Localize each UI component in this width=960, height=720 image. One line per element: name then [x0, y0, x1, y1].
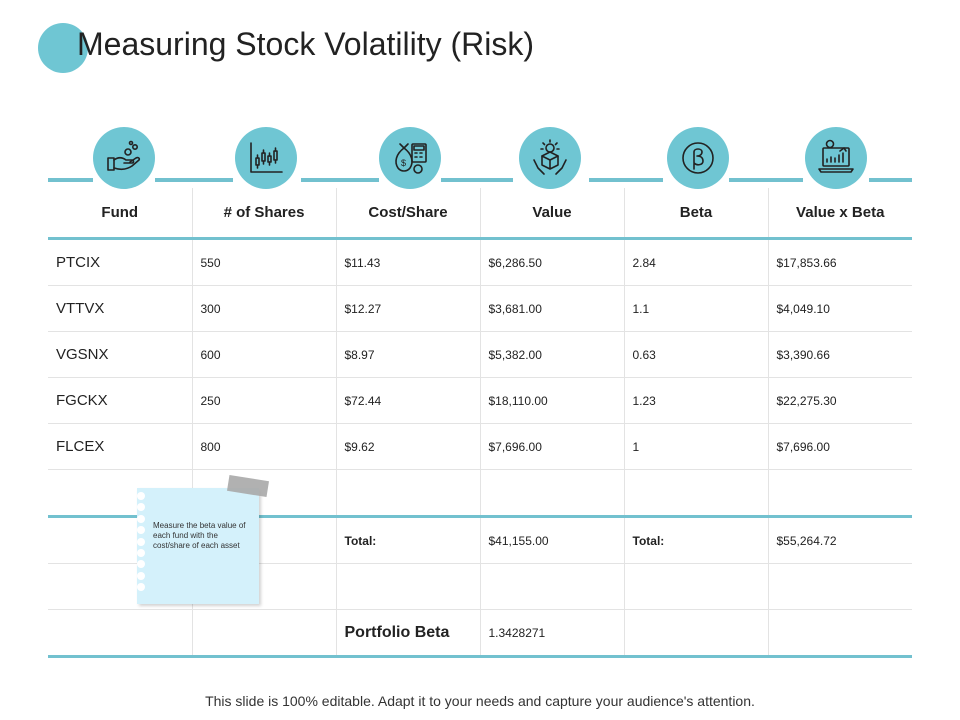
- value-beta-cell: $3,390.66: [768, 331, 912, 378]
- laptop-growth-chart-icon: [805, 127, 867, 189]
- cost-cell: $12.27: [336, 285, 481, 332]
- header-value-x-beta: Value x Beta: [768, 188, 912, 240]
- cost-cell: $72.44: [336, 377, 481, 424]
- svg-text:$: $: [401, 158, 406, 168]
- cost-cell: $8.97: [336, 331, 481, 378]
- beta-cell: 2.84: [624, 238, 769, 286]
- fund-cell: VTTVX: [48, 285, 193, 332]
- value-cell: $7,696.00: [480, 423, 625, 470]
- shares-cell: 550: [192, 238, 337, 286]
- value-beta-cell: $22,275.30: [768, 377, 912, 424]
- shares-cell: 250: [192, 377, 337, 424]
- fund-cell: FGCKX: [48, 377, 193, 424]
- header-beta: Beta: [624, 188, 769, 240]
- value-cell: $5,382.00: [480, 331, 625, 378]
- portfolio-beta-value: 1.3428271: [480, 609, 625, 658]
- beta-cell: 1.23: [624, 377, 769, 424]
- money-bag-calculator-icon: $: [379, 127, 441, 189]
- cost-cell: $9.62: [336, 423, 481, 470]
- cost-cell: $11.43: [336, 238, 481, 286]
- table-row: VTTVX 300 $12.27 $3,681.00 1.1 $4,049.10: [48, 285, 912, 332]
- connector-line: [48, 178, 93, 182]
- sticky-note: Measure the beta value of each fund with…: [137, 488, 259, 604]
- fund-cell: FLCEX: [48, 423, 193, 470]
- fund-cell: VGSNX: [48, 331, 193, 378]
- value-beta-cell: $4,049.10: [768, 285, 912, 332]
- idea-box-hands-icon: [519, 127, 581, 189]
- footer-caption: This slide is 100% editable. Adapt it to…: [205, 693, 755, 709]
- total-beta-label: Total:: [624, 516, 769, 564]
- title-accent-dot: [38, 23, 88, 73]
- connector-line: [301, 178, 379, 182]
- sticky-note-text: Measure the beta value of each fund with…: [153, 521, 246, 550]
- table-row: PTCIX 550 $11.43 $6,286.50 2.84 $17,853.…: [48, 238, 912, 286]
- beta-symbol-icon: [667, 127, 729, 189]
- total-value-beta: $55,264.72: [768, 516, 912, 564]
- value-beta-cell: $7,696.00: [768, 423, 912, 470]
- table-row: FGCKX 250 $72.44 $18,110.00 1.23 $22,275…: [48, 377, 912, 424]
- connector-line: [589, 178, 663, 182]
- total-value-label: Total:: [336, 516, 481, 564]
- connector-line: [729, 178, 803, 182]
- beta-cell: 1.1: [624, 285, 769, 332]
- beta-cell: 0.63: [624, 331, 769, 378]
- header-cost-share: Cost/Share: [336, 188, 481, 240]
- hand-coins-icon: [93, 127, 155, 189]
- shares-cell: 800: [192, 423, 337, 470]
- portfolio-beta-label: Portfolio Beta: [336, 609, 481, 658]
- note-binding-holes: [137, 492, 145, 595]
- table-row: VGSNX 600 $8.97 $5,382.00 0.63 $3,390.66: [48, 331, 912, 378]
- candlestick-chart-icon: [235, 127, 297, 189]
- table-row: FLCEX 800 $9.62 $7,696.00 1 $7,696.00: [48, 423, 912, 470]
- value-cell: $18,110.00: [480, 377, 625, 424]
- page-title: Measuring Stock Volatility (Risk): [77, 26, 535, 62]
- shares-cell: 300: [192, 285, 337, 332]
- connector-line: [869, 178, 912, 182]
- value-beta-cell: $17,853.66: [768, 238, 912, 286]
- fund-cell: PTCIX: [48, 238, 193, 286]
- header-value: Value: [480, 188, 625, 240]
- connector-line: [155, 178, 233, 182]
- value-cell: $6,286.50: [480, 238, 625, 286]
- portfolio-row: Portfolio Beta 1.3428271: [48, 609, 912, 658]
- total-value: $41,155.00: [480, 516, 625, 564]
- table-header-row: Fund # of Shares Cost/Share Value Beta V…: [48, 188, 912, 240]
- value-cell: $3,681.00: [480, 285, 625, 332]
- header-fund: Fund: [48, 188, 193, 240]
- connector-line: [441, 178, 513, 182]
- beta-cell: 1: [624, 423, 769, 470]
- shares-cell: 600: [192, 331, 337, 378]
- header-shares: # of Shares: [192, 188, 337, 240]
